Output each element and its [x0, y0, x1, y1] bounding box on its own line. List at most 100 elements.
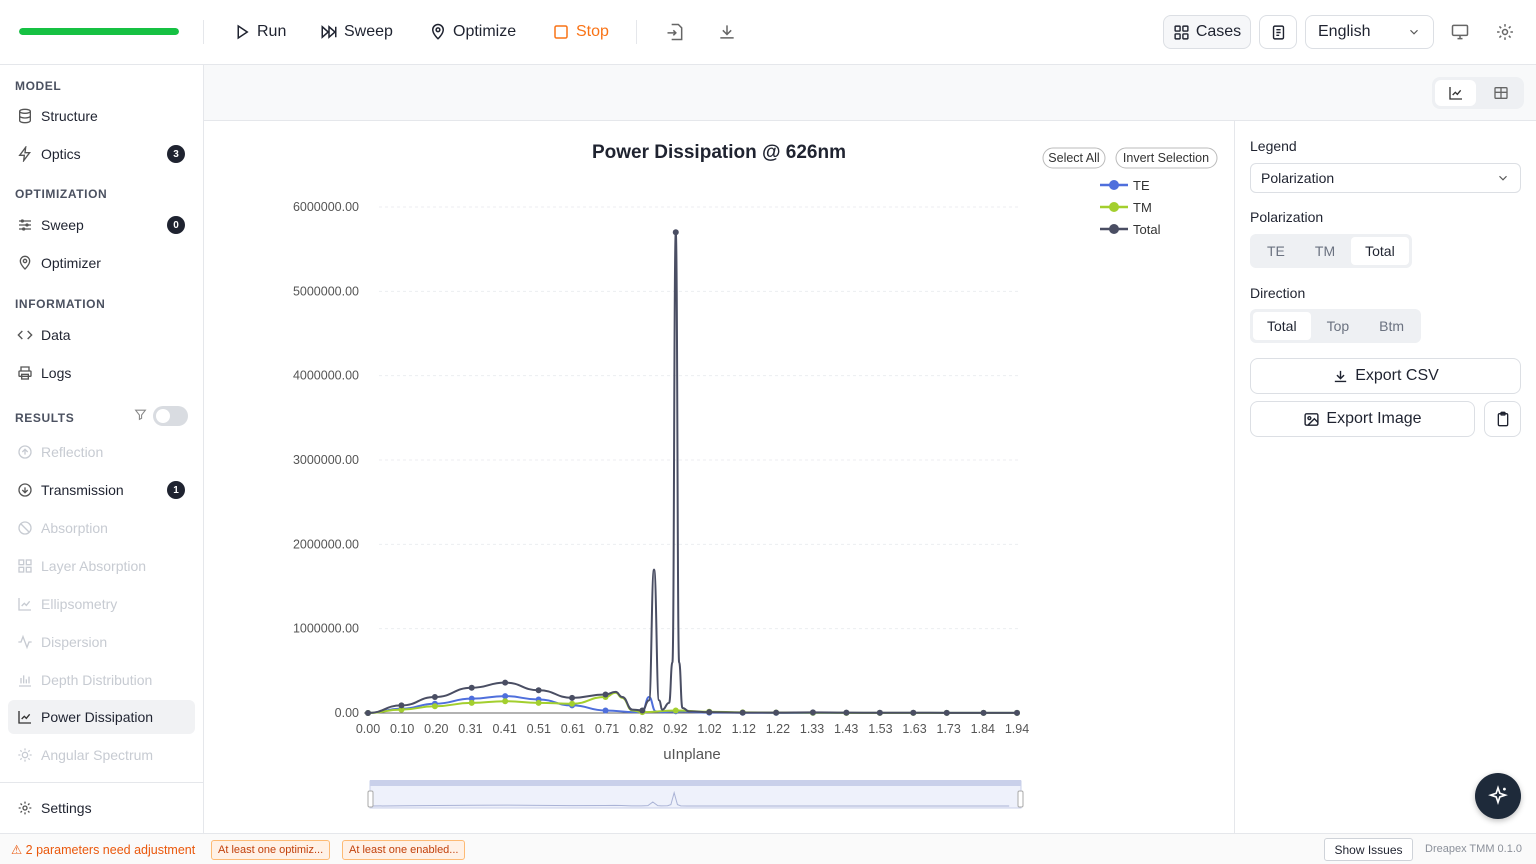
series-line-tm [367, 691, 1017, 714]
sidebar-item-ellipsometry[interactable]: Ellipsometry [8, 587, 195, 621]
range-slider[interactable] [367, 780, 1024, 809]
sidebar-item-label: Layer Absorption [41, 558, 147, 574]
x-tick-label: 0.92 [663, 722, 687, 736]
invert-selection-button[interactable]: Invert Selection [1115, 147, 1218, 169]
sidebar-item-depth-distribution[interactable]: Depth Distribution [8, 663, 195, 697]
legend-item-total[interactable]: Total [1100, 222, 1161, 237]
sidebar-item-settings[interactable]: Settings [8, 791, 195, 825]
sidebar: MODEL Structure Optics 3 OPTIMIZATION Sw… [0, 65, 204, 833]
direction-option-btm[interactable]: Btm [1379, 318, 1405, 334]
count-badge: 1 [167, 481, 185, 499]
optimize-button[interactable]: Optimize [429, 18, 516, 46]
power-dissipation-chart[interactable]: Power Dissipation @ 626nm Select All Inv… [204, 121, 1234, 833]
y-tick-label: 5000000.00 [293, 284, 359, 298]
database-icon [19, 108, 31, 124]
sidebar-item-optimizer[interactable]: Optimizer [8, 246, 195, 280]
stop-button[interactable]: Stop [552, 18, 609, 46]
data-point [672, 707, 679, 714]
data-point [876, 709, 883, 716]
data-point [773, 709, 780, 716]
chart-legend: TE TM Total [1100, 178, 1161, 237]
download-icon[interactable] [717, 22, 737, 42]
copy-clipboard-button[interactable] [1484, 401, 1521, 437]
content-header [204, 65, 1536, 121]
legend-item-te[interactable]: TE [1100, 178, 1150, 193]
series-line-total [367, 231, 1018, 714]
sweep-button[interactable]: Sweep [320, 18, 393, 46]
polarization-option-tm[interactable]: TM [1314, 243, 1336, 259]
sidebar-item-data[interactable]: Data [8, 318, 195, 352]
notes-button[interactable] [1259, 15, 1297, 49]
sparkle-icon [1488, 785, 1508, 806]
import-icon[interactable] [665, 22, 685, 42]
arrow-down-circle-icon [18, 483, 32, 497]
data-point [672, 229, 679, 236]
sidebar-item-angular-spectrum[interactable]: Angular Spectrum [8, 738, 195, 772]
x-tick-label: 1.84 [971, 722, 995, 736]
sidebar-item-transmission[interactable]: Transmission 1 [8, 473, 195, 507]
export-image-button[interactable]: Export Image [1250, 401, 1475, 437]
range-handle-left[interactable] [367, 790, 374, 808]
cases-button[interactable]: Cases [1163, 15, 1251, 49]
warning-chip[interactable]: At least one enabled... [342, 840, 466, 860]
optimize-label: Optimize [453, 23, 517, 40]
data-point [398, 702, 405, 709]
language-select[interactable]: English [1305, 15, 1434, 49]
show-issues-button[interactable]: Show Issues [1324, 838, 1413, 861]
export-csv-button[interactable]: Export CSV [1250, 358, 1521, 394]
data-point [980, 709, 987, 716]
section-title-information: INFORMATION [15, 297, 106, 311]
download-icon [1335, 370, 1347, 382]
ai-assistant-button[interactable] [1475, 773, 1521, 819]
sidebar-item-structure[interactable]: Structure [8, 99, 195, 133]
fast-forward-icon [321, 25, 337, 39]
x-tick-label: 1.12 [732, 722, 756, 736]
grid-icon [18, 559, 32, 573]
data-point [910, 709, 917, 716]
legend-select[interactable]: Polarization [1250, 163, 1521, 193]
filter-icon[interactable] [134, 408, 147, 421]
sidebar-item-dispersion[interactable]: Dispersion [8, 625, 195, 659]
sidebar-item-reflection[interactable]: Reflection [8, 435, 195, 469]
x-tick-label: 1.02 [697, 722, 721, 736]
gear-icon[interactable] [1495, 22, 1515, 42]
data-point [468, 684, 475, 691]
run-label: Run [257, 23, 287, 40]
data-point [468, 699, 475, 706]
sidebar-item-sweep[interactable]: Sweep 0 [8, 208, 195, 242]
range-slider-bar[interactable] [370, 780, 1021, 786]
sidebar-item-optics[interactable]: Optics 3 [8, 137, 195, 171]
parameter-warning[interactable]: ⚠ 2 parameters need adjustment [11, 843, 196, 857]
legend-swatch-dot [1109, 180, 1119, 190]
sidebar-item-label: Logs [41, 365, 72, 381]
direction-option-total[interactable]: Total [1253, 312, 1311, 340]
view-toggle [1432, 77, 1524, 109]
polarization-option-total[interactable]: Total [1351, 237, 1409, 265]
range-handle-right[interactable] [1017, 790, 1024, 808]
run-button[interactable]: Run [233, 18, 286, 46]
results-filter-toggle[interactable] [153, 406, 188, 426]
toolbar-divider [203, 20, 204, 44]
sidebar-item-logs[interactable]: Logs [8, 356, 195, 390]
section-title-optimization: OPTIMIZATION [15, 187, 108, 201]
section-title-model: MODEL [15, 79, 62, 93]
sun-icon [18, 748, 32, 762]
legend-swatch-dot [1109, 224, 1119, 234]
legend-item-tm[interactable]: TM [1100, 200, 1152, 215]
sidebar-item-absorption[interactable]: Absorption [8, 511, 195, 545]
polarization-option-te[interactable]: TE [1267, 243, 1285, 259]
table-view-button[interactable] [1480, 80, 1521, 106]
data-point [943, 709, 950, 716]
divider [0, 782, 203, 783]
chart-view-button[interactable] [1435, 80, 1476, 106]
invert-selection-label: Invert Selection [1123, 151, 1209, 165]
legend-label: TM [1133, 200, 1152, 215]
sidebar-item-power-dissipation[interactable]: Power Dissipation [8, 700, 195, 734]
sidebar-item-layer-absorption[interactable]: Layer Absorption [8, 549, 195, 583]
select-all-button[interactable]: Select All [1042, 147, 1106, 169]
warning-chip[interactable]: At least one optimiz... [211, 840, 331, 860]
table-icon [1493, 87, 1508, 99]
monitor-icon[interactable] [1450, 22, 1470, 42]
polarization-segmented: TE TM Total [1250, 234, 1412, 268]
direction-option-top[interactable]: Top [1326, 318, 1350, 334]
